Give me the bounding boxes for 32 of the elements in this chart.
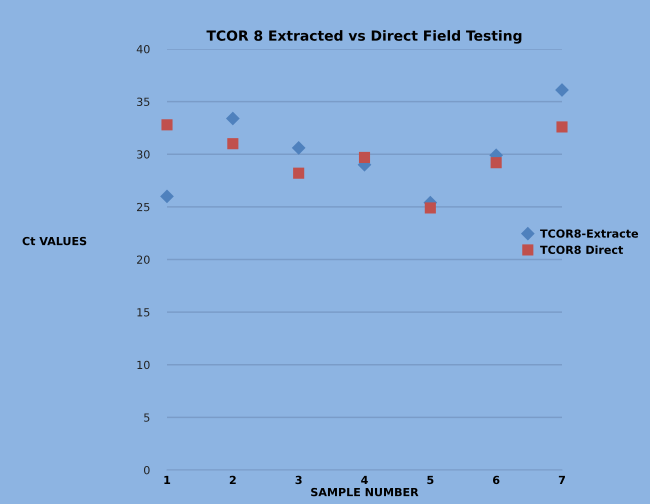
legend-label: TCOR8-Extracte xyxy=(540,229,638,238)
y-tick-label: 5 xyxy=(144,413,150,422)
point xyxy=(556,121,568,132)
point xyxy=(293,168,304,179)
x-tick-label: 6 xyxy=(492,476,500,484)
point xyxy=(424,202,436,214)
point xyxy=(555,83,569,97)
point xyxy=(292,141,306,155)
y-tick-label: 40 xyxy=(136,44,150,54)
point xyxy=(490,157,502,168)
y-tick-label: 20 xyxy=(137,255,150,264)
x-tick-label: 1 xyxy=(164,476,170,484)
chart-title: TCOR 8 Extracted vs Direct Field Testing xyxy=(206,30,522,44)
point xyxy=(160,190,174,203)
point xyxy=(226,112,240,126)
x-tick-label: 7 xyxy=(558,476,565,484)
y-tick-label: 25 xyxy=(137,202,150,212)
x-tick-label: 5 xyxy=(427,476,434,484)
y-tick-label: 0 xyxy=(144,466,150,474)
x-tick-label: 3 xyxy=(296,476,302,484)
x-axis-title: SAMPLE NUMBER xyxy=(311,488,418,496)
y-tick-label: 10 xyxy=(137,360,150,370)
y-tick-label: 35 xyxy=(137,98,150,106)
legend-label: TCOR8 Direct xyxy=(540,245,624,254)
y-axis-title: Ct VALUES xyxy=(22,236,86,246)
point xyxy=(161,119,173,130)
x-tick-label: 4 xyxy=(361,476,368,484)
y-tick-label: 15 xyxy=(137,308,150,317)
x-tick-label: 2 xyxy=(230,476,236,484)
point xyxy=(358,152,370,163)
point xyxy=(227,138,238,150)
y-tick-label: 30 xyxy=(137,150,150,159)
